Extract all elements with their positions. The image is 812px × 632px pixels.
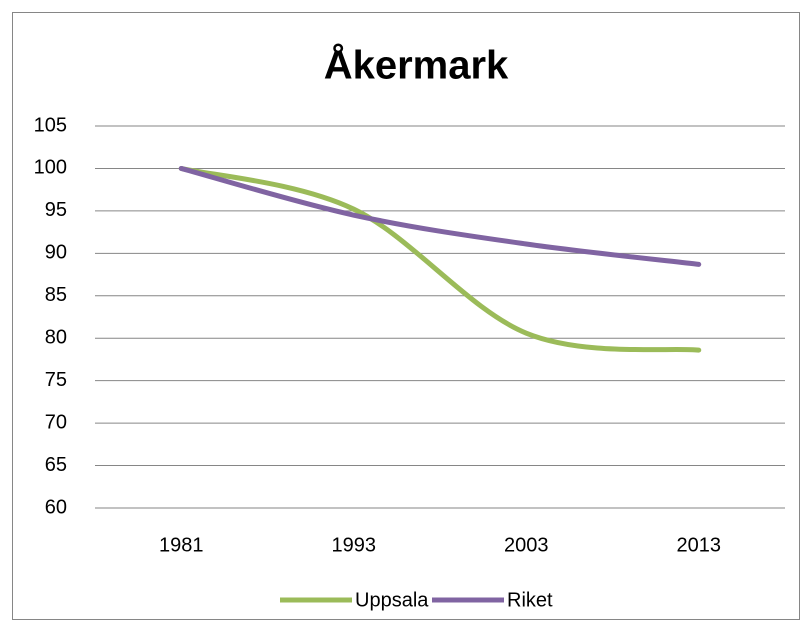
- y-tick-label: 105: [34, 114, 67, 136]
- chart-title: Åkermark: [324, 43, 509, 88]
- chart-frame: [12, 12, 800, 620]
- x-tick-label: 2003: [504, 534, 549, 556]
- series-line: [178, 165, 702, 353]
- legend-label: Uppsala: [355, 589, 429, 611]
- y-tick-label: 70: [45, 411, 67, 433]
- y-tick-label: 95: [45, 199, 67, 221]
- y-tick-label: 100: [34, 157, 67, 179]
- y-tick-label: 85: [45, 284, 67, 306]
- y-tick-label: 75: [45, 369, 67, 391]
- series-line: [178, 165, 702, 267]
- y-tick-label: 80: [45, 327, 67, 349]
- x-tick-label: 2013: [677, 534, 722, 556]
- y-tick-label: 60: [45, 496, 67, 518]
- legend-label: Riket: [507, 589, 553, 611]
- x-tick-label: 1993: [332, 534, 377, 556]
- y-tick-label: 65: [45, 454, 67, 476]
- y-tick-label: 90: [45, 242, 67, 264]
- x-tick-label: 1981: [159, 534, 204, 556]
